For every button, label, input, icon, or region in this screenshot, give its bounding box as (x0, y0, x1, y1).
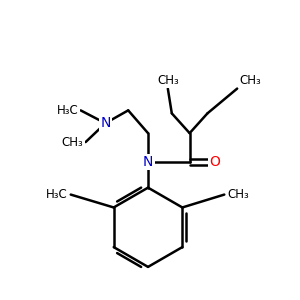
Text: N: N (143, 155, 153, 169)
Text: CH₃: CH₃ (157, 74, 179, 87)
Text: H₃C: H₃C (46, 188, 68, 201)
Text: CH₃: CH₃ (62, 136, 84, 148)
Text: CH₃: CH₃ (227, 188, 249, 201)
Text: O: O (209, 155, 220, 169)
Text: CH₃: CH₃ (239, 74, 261, 87)
Text: H₃C: H₃C (57, 104, 79, 117)
Text: N: N (100, 116, 111, 130)
